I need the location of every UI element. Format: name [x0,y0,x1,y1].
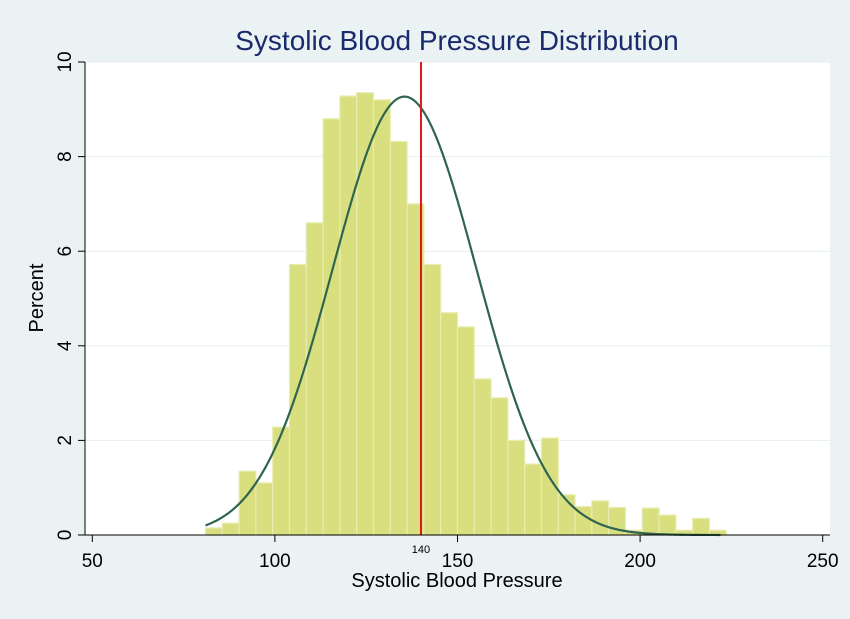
y-tick-label-8: 8 [55,151,76,162]
y-tick-label-10: 10 [55,51,76,72]
histogram-bar-9 [339,95,358,536]
y-tick-label-2: 2 [55,435,76,446]
y-axis-label: Percent [26,263,48,332]
histogram-bar-24 [591,500,610,536]
histogram-bar-5 [272,426,291,536]
histogram-bar-17 [473,378,492,536]
normal-density-curve [205,95,721,537]
histogram-bar-16 [456,326,475,536]
histogram-bar-15 [440,312,459,536]
reference-line-label: 140 [412,544,430,556]
x-tick-label-50: 50 [82,551,103,572]
histogram-bar-19 [507,439,526,536]
x-axis-label: Systolic Blood Pressure [351,570,562,592]
histogram-bar-28 [658,514,677,536]
histogram-bar-12 [389,140,408,536]
normal-curve-group [205,95,721,537]
y-tick-label-0: 0 [55,530,76,541]
y-tick-label-6: 6 [55,246,76,257]
histogram-bars [204,92,727,536]
axis-ticks: 50 100 150 200 250 0 2 4 6 8 10 [55,51,839,572]
x-tick-label-100: 100 [259,551,291,572]
reference-line-group: 140 [412,62,430,556]
histogram-bar-6 [288,263,307,536]
histogram-bar-27 [641,507,660,536]
histogram-bar-7 [305,222,324,536]
histogram-bar-18 [490,397,509,536]
x-tick-label-250: 250 [807,551,839,572]
histogram-bar-1 [204,527,223,536]
y-tick-label-4: 4 [55,340,76,351]
histogram-bar-4 [255,482,274,536]
histogram-bar-14 [423,263,442,536]
histogram-bar-8 [322,118,341,536]
histogram-bar-2 [221,522,240,536]
histogram-bar-30 [692,517,711,536]
x-tick-label-200: 200 [624,551,656,572]
chart-title: Systolic Blood Pressure Distribution [235,25,679,56]
histogram-bar-20 [524,463,543,536]
x-tick-label-150: 150 [442,551,474,572]
histogram-bar-11 [372,99,391,536]
histogram-bar-3 [238,470,257,536]
